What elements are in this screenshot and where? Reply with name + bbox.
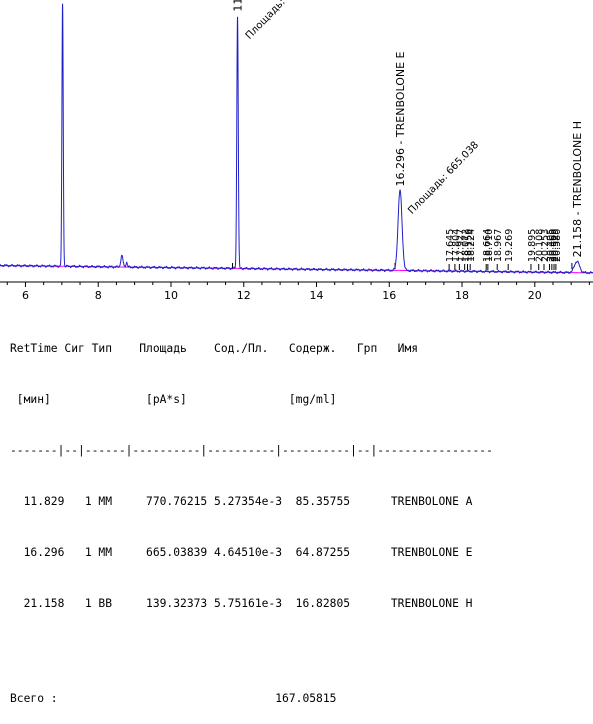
peak-label: 21.158 - TRENBOLONE H — [571, 121, 584, 257]
minor-peak-label: 18.224 — [466, 229, 477, 262]
minor-peak-label: 20.253 — [540, 229, 551, 262]
peak-label: 11.829 - TRENBOLONE A — [232, 0, 245, 12]
report-separator: -------|--|------|----------|----------|… — [10, 444, 493, 457]
minor-peak-label: 20.529 — [550, 229, 561, 262]
chromatogram-chart: 11.829 - TRENBOLONE AПлощадь: 770.762 16.… — [0, 0, 593, 302]
report-spacer — [10, 646, 493, 656]
x-tick-label: 14 — [310, 289, 324, 302]
peak-labels: 11.829 - TRENBOLONE AПлощадь: 770.762 16.… — [232, 0, 584, 270]
minor-peak-label: 17.927 — [455, 229, 466, 262]
minor-peak-label: 19.269 — [504, 229, 515, 262]
report-row: 11.829 1 MM 770.76215 5.27354e-3 85.3575… — [10, 495, 473, 508]
minor-peak-label: 18.072 — [461, 229, 472, 262]
report-row: 21.158 1 BB 139.32373 5.75161e-3 16.8280… — [10, 597, 473, 610]
x-tick-label: 8 — [95, 289, 102, 302]
report-header-units: [мин] [pA*s] [mg/ml] — [10, 393, 337, 406]
x-tick-label: 20 — [528, 289, 542, 302]
signal-trace — [0, 3, 593, 275]
x-tick-label: 12 — [237, 289, 251, 302]
x-tick-label: 16 — [382, 289, 396, 302]
minor-peak-label: 18.664 — [482, 229, 493, 262]
minor-peak-label: 18.710 — [484, 229, 495, 262]
minor-peak-label: 20.108 — [535, 229, 546, 262]
minor-peak-label: 17.645 — [445, 229, 456, 262]
minor-peak-label: 19.895 — [527, 229, 538, 262]
peak-label: 16.296 - TRENBOLONE E — [394, 51, 407, 186]
x-tick-label: 10 — [164, 289, 178, 302]
x-tick-label: 18 — [455, 289, 469, 302]
x-tick-label: 6 — [22, 289, 29, 302]
peak-area-label: Площадь: 770.762 — [244, 0, 319, 42]
minor-peak-label: 18.150 — [463, 229, 474, 262]
minor-peak-label: 20.580 — [552, 229, 563, 262]
report-total: Всего : 167.05815 — [10, 692, 337, 705]
minor-peak-label: 20.405 — [546, 229, 557, 262]
report-row: 16.296 1 MM 665.03839 4.64510e-3 64.8725… — [10, 546, 473, 559]
minor-peak-label: 18.967 — [493, 229, 504, 262]
integration-report: RetTime Сиг Тип Площадь Сод./Пл. Содерж.… — [10, 306, 493, 724]
minor-peak-label: 17.804 — [451, 229, 462, 262]
peak-area-label: Площадь: 665.038 — [406, 140, 481, 217]
minor-peak-label: 20.469 — [548, 229, 559, 262]
report-header-columns: RetTime Сиг Тип Площадь Сод./Пл. Содерж.… — [10, 342, 419, 355]
signal-traces — [0, 3, 593, 275]
x-axis: 6 8 10 12 14 16 18 20 — [0, 281, 593, 302]
